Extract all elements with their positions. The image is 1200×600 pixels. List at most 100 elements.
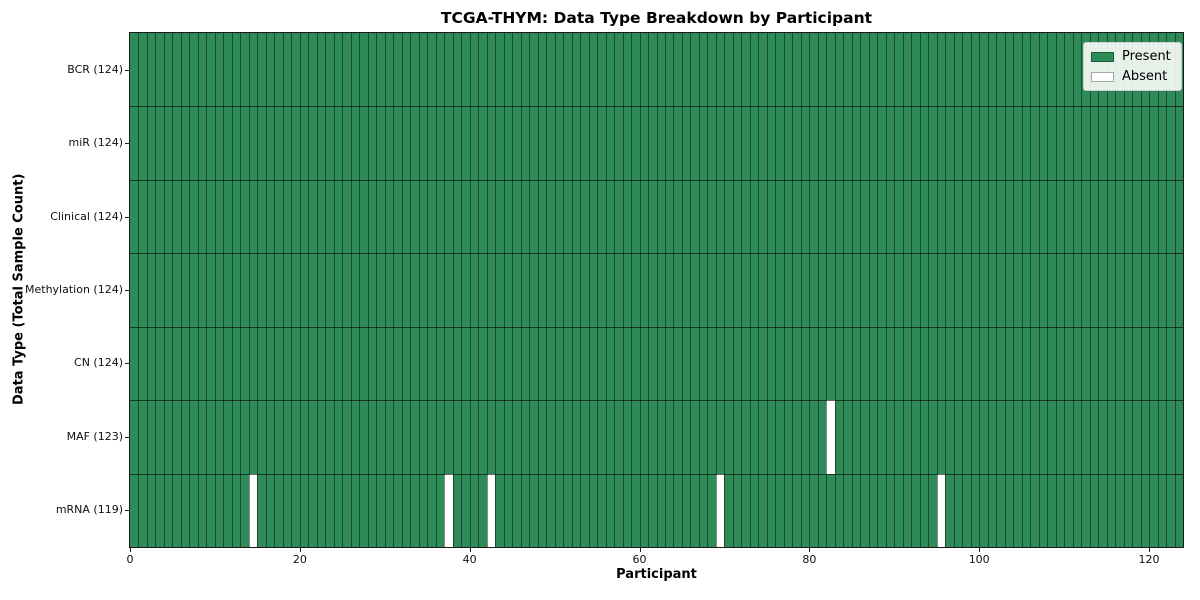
y-tick-mark — [125, 143, 129, 145]
x-axis-title: Participant — [616, 567, 697, 582]
x-tick-label: 40 — [462, 553, 477, 566]
row-boundary-line — [130, 400, 1183, 402]
absent-cell-mRNA-69 — [715, 473, 725, 547]
cell-edge-vertical — [800, 33, 802, 547]
x-tick-mark — [130, 548, 131, 552]
cell-edge-vertical — [274, 33, 276, 547]
x-tick-label: 0 — [126, 553, 134, 566]
legend-label-present: Present — [1122, 49, 1171, 64]
cell-edge-vertical — [546, 33, 548, 547]
x-tick-label: 120 — [1138, 553, 1160, 566]
legend-entry-present: Present — [1091, 49, 1171, 64]
cell-edge-vertical — [469, 33, 471, 547]
cell-edge-vertical — [1021, 33, 1023, 547]
cell-edge-vertical — [257, 33, 259, 547]
cell-edge-vertical — [486, 33, 488, 547]
x-tick-mark — [809, 548, 811, 552]
cell-edge-vertical — [656, 33, 658, 547]
y-tick-label: mRNA (119) — [55, 503, 123, 517]
cell-edge-vertical — [707, 33, 709, 547]
present-swatch-icon — [1091, 51, 1114, 62]
row-boundary-line — [130, 253, 1183, 255]
cell-edge-vertical — [495, 33, 497, 547]
cell-edge-vertical — [741, 33, 743, 547]
cell-edge-vertical — [427, 33, 429, 547]
y-tick-mark — [125, 290, 129, 291]
cell-edge-vertical — [214, 33, 216, 547]
cell-edge-vertical — [919, 33, 921, 547]
cell-edge-vertical — [894, 33, 896, 547]
y-tick-label: MAF (123) — [66, 429, 123, 443]
row-boundary-line — [130, 179, 1183, 181]
plot-area — [129, 32, 1184, 548]
cell-edge-vertical — [715, 33, 717, 547]
cell-edge-vertical — [1013, 33, 1015, 547]
cell-edge-vertical — [155, 33, 157, 547]
cell-edge-vertical — [1174, 33, 1176, 547]
absent-cell-mRNA-42 — [486, 473, 496, 547]
cell-edge-vertical — [376, 33, 378, 547]
cell-edge-vertical — [520, 33, 522, 547]
cell-edge-vertical — [223, 33, 225, 547]
cell-edge-vertical — [206, 33, 208, 547]
cell-edge-vertical — [1132, 33, 1134, 547]
cell-edge-vertical — [1055, 33, 1057, 547]
cell-edge-vertical — [1081, 33, 1083, 547]
y-tick-label: Clinical (124) — [50, 209, 123, 223]
cell-edge-vertical — [673, 33, 675, 547]
cell-edge-vertical — [554, 33, 556, 547]
cell-edge-vertical — [461, 33, 463, 547]
cell-edge-vertical — [1123, 33, 1125, 547]
cell-edge-vertical — [834, 33, 836, 547]
cell-edge-vertical — [732, 33, 734, 547]
absent-swatch-icon — [1091, 71, 1114, 82]
x-tick-mark — [639, 548, 641, 552]
y-tick-label: Methylation (124) — [25, 283, 123, 296]
y-tick-mark — [125, 436, 129, 438]
cell-edge-vertical — [1115, 33, 1117, 547]
legend: Present Absent — [1083, 42, 1182, 91]
cell-edge-vertical — [987, 33, 989, 547]
cell-edge-vertical — [265, 33, 267, 547]
y-tick-label: miR (124) — [68, 136, 124, 150]
y-tick-mark — [125, 69, 129, 71]
cell-edge-vertical — [231, 33, 233, 547]
cell-edge-vertical — [597, 33, 599, 547]
x-tick-label: 20 — [292, 553, 307, 566]
cell-edge-vertical — [664, 33, 666, 547]
cell-edge-vertical — [180, 33, 182, 547]
cell-edge-vertical — [146, 33, 148, 547]
cell-edge-vertical — [282, 33, 284, 547]
cell-edge-vertical — [860, 33, 862, 547]
cell-edge-vertical — [435, 33, 437, 547]
cell-edge-vertical — [588, 33, 590, 547]
cell-edge-vertical — [401, 33, 403, 547]
cell-edge-vertical — [571, 33, 573, 547]
cell-edge-vertical — [537, 33, 539, 547]
cell-edge-vertical — [1098, 33, 1100, 547]
cell-edge-vertical — [970, 33, 972, 547]
cell-edge-vertical — [1030, 33, 1032, 547]
cell-edge-vertical — [342, 33, 344, 547]
cell-edge-vertical — [248, 33, 250, 547]
cell-edge-vertical — [1089, 33, 1091, 547]
cell-edge-vertical — [503, 33, 505, 547]
cell-edge-vertical — [580, 33, 582, 547]
chart-title: TCGA-THYM: Data Type Breakdown by Partic… — [440, 9, 873, 27]
cell-edge-vertical — [197, 33, 199, 547]
cell-edge-vertical — [1166, 33, 1168, 547]
y-tick-mark — [125, 510, 129, 512]
cell-edge-vertical — [1106, 33, 1108, 547]
cell-edge-vertical — [1004, 33, 1006, 547]
cell-edge-vertical — [809, 33, 811, 547]
cell-edge-vertical — [308, 33, 310, 547]
cell-edge-vertical — [792, 33, 794, 547]
cell-edge-vertical — [817, 33, 819, 547]
cell-edge-vertical — [452, 33, 454, 547]
cell-edge-vertical — [775, 33, 777, 547]
cell-edge-vertical — [563, 33, 565, 547]
cell-edge-vertical — [843, 33, 845, 547]
absent-cell-mRNA-14 — [248, 473, 258, 547]
cell-edge-vertical — [1072, 33, 1074, 547]
